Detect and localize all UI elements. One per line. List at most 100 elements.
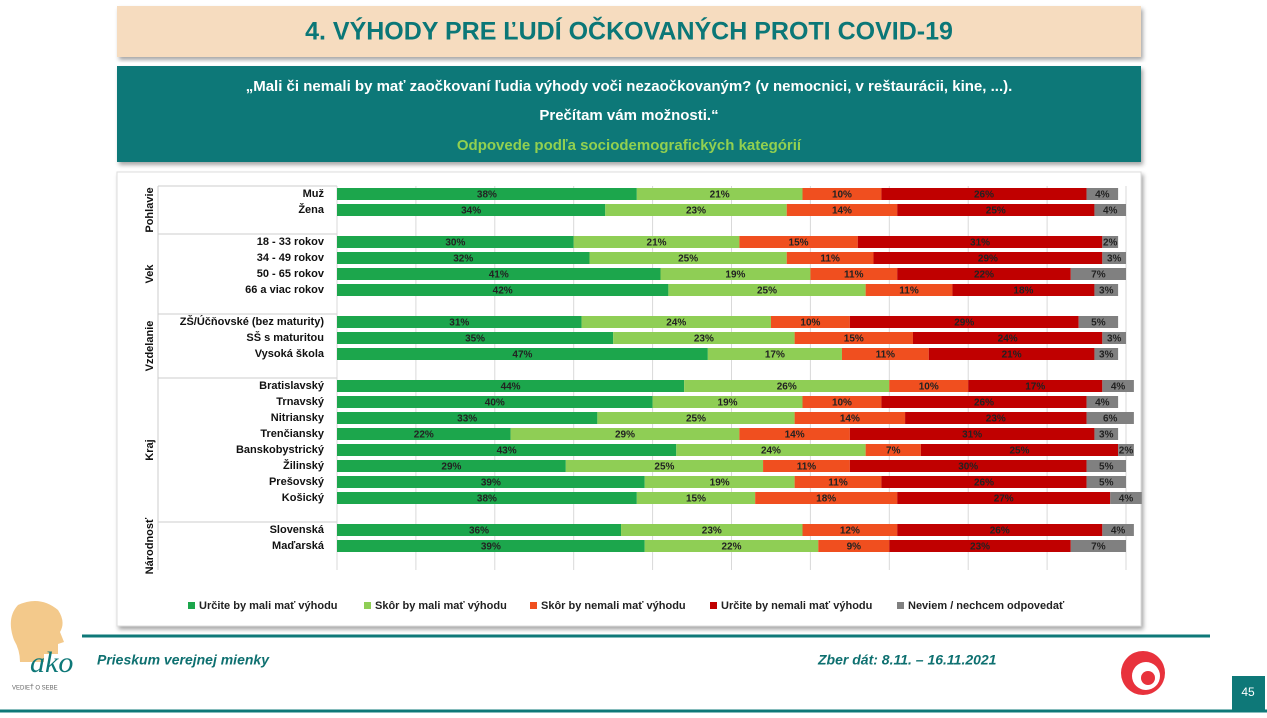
value-label: 17% xyxy=(1025,382,1045,393)
bar-segment xyxy=(565,460,764,472)
category-label: Žena xyxy=(298,203,325,216)
bar-segment xyxy=(1086,412,1134,424)
bar-segment xyxy=(1102,236,1119,248)
bar-segment xyxy=(897,268,1071,280)
question: „Mali či nemali by mať zaočkovaní ľudia … xyxy=(246,78,1013,95)
value-label: 25% xyxy=(757,286,777,297)
bar-segment xyxy=(652,396,803,408)
category-label: 50 - 65 rokov xyxy=(257,268,325,280)
value-label: 4% xyxy=(1111,382,1126,393)
value-label: 29% xyxy=(441,462,461,473)
bar-segment xyxy=(337,252,590,264)
value-label: 23% xyxy=(686,206,706,217)
category-label: 66 a viac rokov xyxy=(245,284,325,296)
bar-segment xyxy=(337,476,645,488)
value-label: 32% xyxy=(453,254,473,265)
value-label: 24% xyxy=(761,446,781,457)
value-label: 11% xyxy=(844,270,864,281)
bar-segment xyxy=(968,380,1103,392)
bar-segment xyxy=(1102,524,1134,536)
value-label: 3% xyxy=(1099,286,1114,297)
value-label: 7% xyxy=(1091,270,1106,281)
value-label: 38% xyxy=(477,494,497,505)
value-label: 15% xyxy=(844,334,864,345)
value-label: 4% xyxy=(1111,526,1126,537)
bar-segment xyxy=(1102,380,1134,392)
bar-segment xyxy=(810,268,898,280)
value-label: 40% xyxy=(485,398,505,409)
legend-swatch xyxy=(188,602,195,609)
bar-segment xyxy=(873,252,1103,264)
group-label: Kraj xyxy=(144,439,156,460)
value-label: 11% xyxy=(876,350,896,361)
value-label: 21% xyxy=(647,238,667,249)
bar-segment xyxy=(849,316,1079,328)
legend-label: Neviem / nechcem odpovedať xyxy=(908,600,1065,612)
value-label: 19% xyxy=(710,478,730,489)
bar-segment xyxy=(660,268,811,280)
bar-segment xyxy=(857,236,1103,248)
bar-segment xyxy=(510,428,740,440)
value-label: 11% xyxy=(797,462,817,473)
value-label: 24% xyxy=(666,318,686,329)
value-label: 23% xyxy=(702,526,722,537)
bar-segment xyxy=(1078,316,1119,328)
subtitle: Odpovede podľa sociodemografických kateg… xyxy=(457,137,802,154)
bar-segment xyxy=(849,428,1095,440)
bar-segment xyxy=(794,476,882,488)
bar-segment xyxy=(952,284,1095,296)
legend-swatch xyxy=(364,602,371,609)
value-label: 23% xyxy=(970,542,990,553)
value-label: 27% xyxy=(994,494,1014,505)
bar-segment xyxy=(1118,444,1134,456)
bar-segment xyxy=(581,316,771,328)
bar-segment xyxy=(802,396,882,408)
value-label: 18% xyxy=(816,494,836,505)
value-label: 43% xyxy=(497,446,517,457)
bar-segment xyxy=(881,396,1087,408)
category-label: Trenčiansky xyxy=(260,428,324,440)
value-label: 39% xyxy=(481,542,501,553)
value-label: 35% xyxy=(465,334,485,345)
bar-segment xyxy=(613,332,795,344)
value-label: 23% xyxy=(694,334,714,345)
value-label: 29% xyxy=(615,430,635,441)
legend-swatch xyxy=(897,602,904,609)
category-label: Slovenská xyxy=(270,524,325,536)
value-label: 39% xyxy=(481,478,501,489)
value-label: 44% xyxy=(501,382,521,393)
legend-label: Skôr by nemali mať výhodu xyxy=(541,600,686,612)
bar-segment xyxy=(897,492,1111,504)
value-label: 4% xyxy=(1095,398,1110,409)
bar-segment xyxy=(865,444,921,456)
bar-segment xyxy=(337,540,645,552)
bar-segment xyxy=(605,204,787,216)
value-label: 31% xyxy=(970,238,990,249)
value-label: 25% xyxy=(654,462,674,473)
bar-segment xyxy=(928,348,1095,360)
value-label: 21% xyxy=(1002,350,1022,361)
slide-title: 4. VÝHODY PRE ĽUDÍ OČKOVANÝCH PROTI COVI… xyxy=(305,16,953,46)
value-label: 25% xyxy=(686,414,706,425)
group-label: Národnosť xyxy=(144,517,156,574)
bar-segment xyxy=(865,284,953,296)
category-label: 18 - 33 rokov xyxy=(257,236,325,248)
value-label: 29% xyxy=(978,254,998,265)
value-label: 4% xyxy=(1095,190,1110,201)
value-label: 15% xyxy=(789,238,809,249)
value-label: 25% xyxy=(986,206,1006,217)
bar-segment xyxy=(881,188,1087,200)
bar-segment xyxy=(644,476,795,488)
bar-segment xyxy=(755,492,898,504)
bar-segment xyxy=(589,252,787,264)
bar-segment xyxy=(337,444,677,456)
bar-segment xyxy=(889,380,969,392)
bar-segment xyxy=(337,460,566,472)
title-box xyxy=(117,6,1141,57)
bar-segment xyxy=(794,332,913,344)
value-label: 30% xyxy=(445,238,465,249)
category-label: Bratislavský xyxy=(259,380,325,392)
category-label: Muž xyxy=(303,188,325,200)
